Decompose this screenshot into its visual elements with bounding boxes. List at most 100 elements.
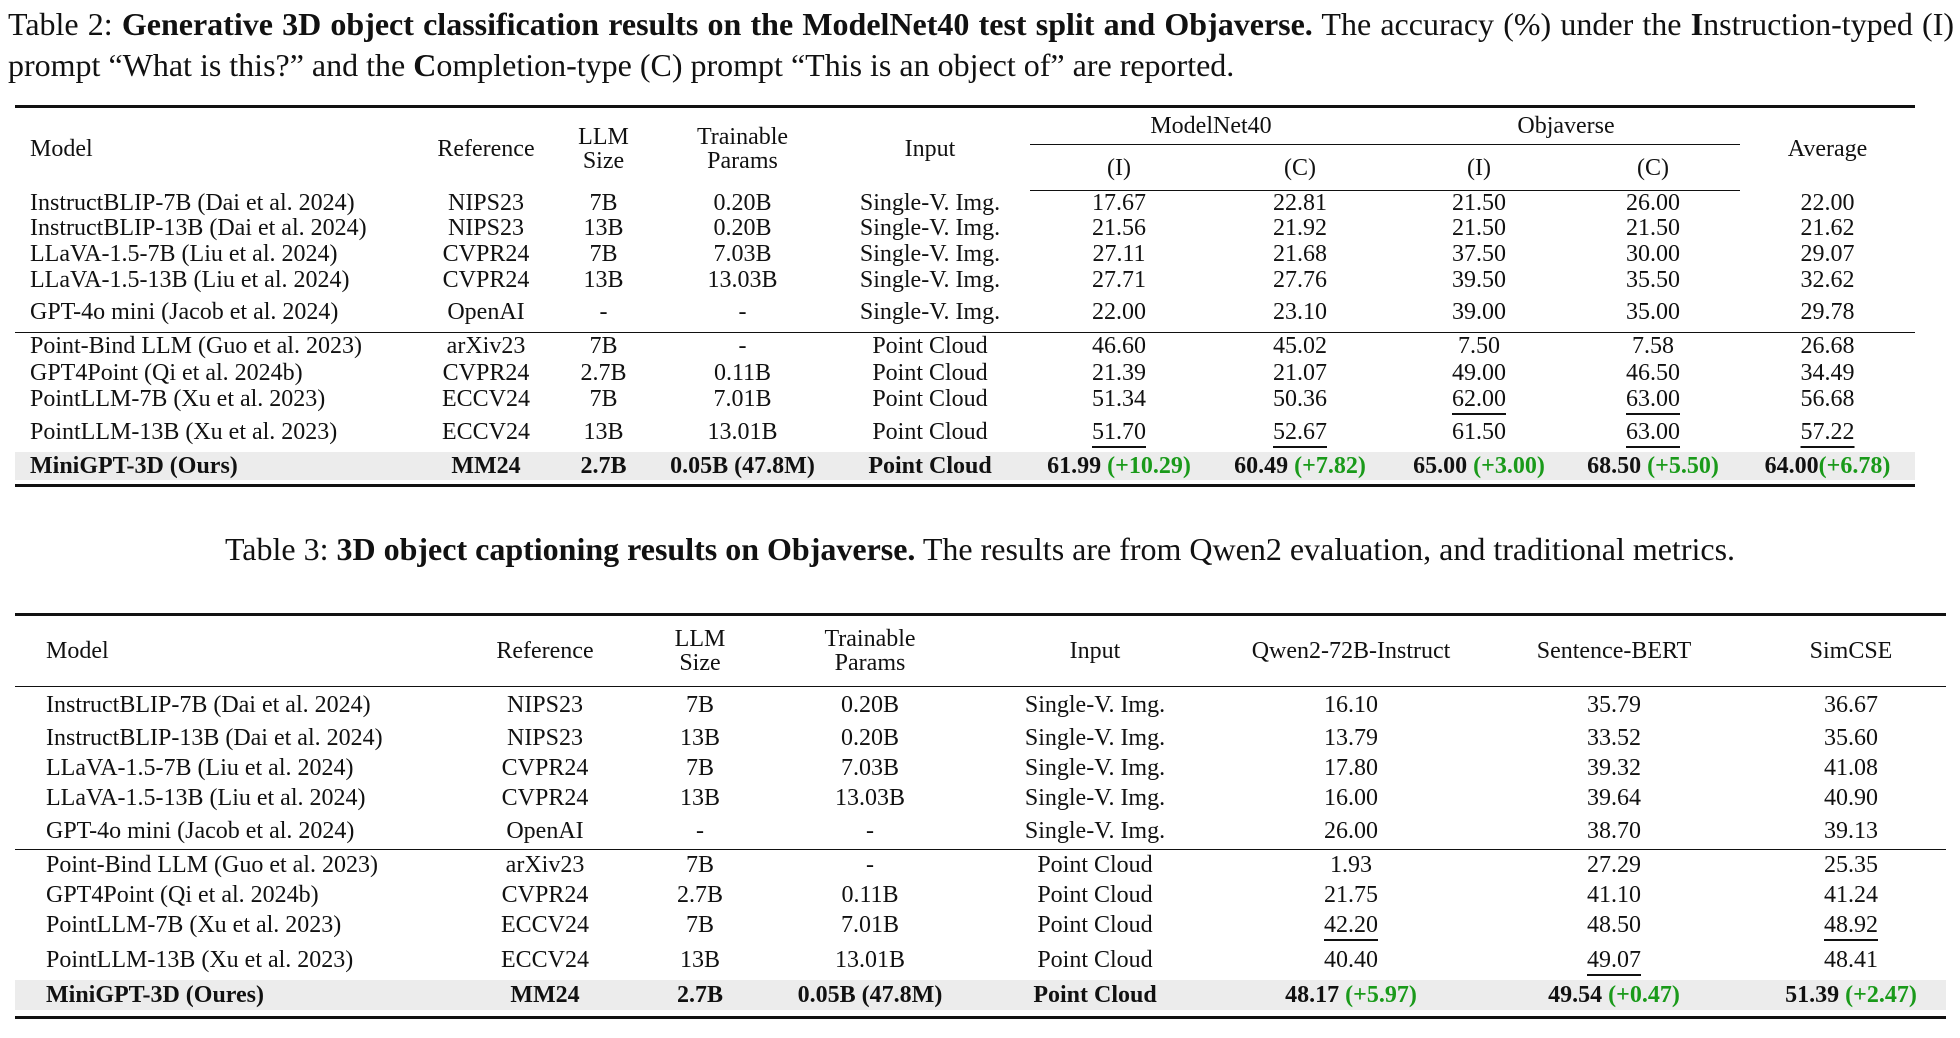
header-prompt-type: (I) bbox=[1392, 144, 1566, 191]
header-metric: Sentence-BERT bbox=[1472, 614, 1756, 687]
cell-value: 51.39 (+2.47) bbox=[1756, 979, 1946, 1010]
header-input: Input bbox=[904, 136, 956, 163]
cell-llm-size: 7B bbox=[685, 691, 714, 718]
value-text: 68.50 bbox=[1587, 453, 1642, 479]
cell-reference: CVPR24 bbox=[501, 754, 589, 781]
cell-llm-size: 7B bbox=[589, 241, 618, 267]
value-text: 42.20 bbox=[1324, 911, 1378, 938]
cell-model: GPT-4o mini (Jacob et al. 2024) bbox=[15, 812, 470, 850]
value-text: 63.00 bbox=[1626, 386, 1680, 412]
cell-value: 35.00 bbox=[1566, 293, 1741, 333]
value-text: 60.49 bbox=[1234, 453, 1289, 479]
cell-value: 27.71 bbox=[1030, 267, 1208, 293]
cell-model: GPT4Point (Qi et al. 2024b) bbox=[30, 360, 303, 386]
cell-params: 0.11B bbox=[841, 881, 899, 908]
cell-model: LLaVA-1.5-7B (Liu et al. 2024) bbox=[30, 241, 338, 267]
value-text: 1.93 bbox=[1330, 851, 1372, 878]
cell-reference: arXiv23 bbox=[505, 851, 585, 878]
cell-value: 35.79 bbox=[1472, 687, 1756, 723]
cell-llm-size: 2.7B bbox=[580, 360, 627, 386]
cell-reference: MM24 bbox=[420, 452, 552, 480]
improvement-delta: (+3.00) bbox=[1467, 453, 1545, 479]
table-row: InstructBLIP-13B (Dai et al. 2024) NIPS23… bbox=[15, 215, 1915, 241]
cell-value: 22.00 bbox=[1740, 191, 1915, 216]
cell-params: - bbox=[780, 812, 960, 850]
caption-segment: Generative 3D object classification resu… bbox=[121, 6, 1313, 42]
caption-segment: I bbox=[1690, 6, 1704, 42]
cell-params: 13.01B bbox=[834, 946, 905, 973]
cell-value: 41.10 bbox=[1472, 880, 1756, 910]
value-text: 46.50 bbox=[1626, 360, 1680, 386]
cell-value: 63.00 bbox=[1566, 412, 1740, 452]
header-modelnet40: ModelNet40 bbox=[1030, 106, 1392, 145]
cell-value: 25.35 bbox=[1756, 850, 1946, 880]
value-text: 39.32 bbox=[1587, 754, 1641, 781]
cell-llm-size: 2.7B bbox=[620, 979, 780, 1010]
cell-llm-size: 7B bbox=[589, 333, 618, 360]
cell-value: 46.60 bbox=[1030, 332, 1208, 360]
value-text: 21.39 bbox=[1092, 360, 1146, 386]
cell-input: Point Cloud bbox=[872, 419, 988, 445]
value-text: 21.50 bbox=[1626, 215, 1680, 241]
value-text: 32.62 bbox=[1800, 267, 1855, 293]
cell-value: 21.68 bbox=[1208, 241, 1392, 267]
cell-value: 27.29 bbox=[1472, 850, 1756, 880]
value-text: 21.50 bbox=[1452, 215, 1506, 241]
cell-value: 52.67 bbox=[1208, 412, 1392, 452]
table-row: PointLLM-13B (Xu et al. 2023) ECCV24 13B 13… bbox=[15, 412, 1915, 452]
value-text: 22.00 bbox=[1800, 189, 1855, 216]
cell-value: 57.22 bbox=[1740, 412, 1915, 452]
table-row: GPT4Point (Qi et al. 2024b) CVPR24 2.7B 0.1… bbox=[15, 360, 1915, 386]
cell-model: LLaVA-1.5-13B (Liu et al. 2024) bbox=[46, 784, 366, 811]
cell-value: 13.79 bbox=[1230, 723, 1472, 753]
cell-value: 27.76 bbox=[1208, 267, 1392, 293]
cell-value: 51.70 bbox=[1030, 412, 1208, 452]
value-text: 51.70 bbox=[1092, 419, 1146, 445]
cell-model: PointLLM-7B (Xu et al. 2023) bbox=[46, 911, 342, 938]
cell-params: 7.01B bbox=[840, 911, 899, 938]
cell-model: Point-Bind LLM (Guo et al. 2023) bbox=[30, 333, 362, 360]
cell-value: 49.54 (+0.47) bbox=[1472, 979, 1756, 1010]
table-row: GPT-4o mini (Jacob et al. 2024) OpenAI - - S… bbox=[15, 812, 1946, 850]
value-text: 64.00 bbox=[1764, 453, 1819, 479]
cell-input: Single-V. Img. bbox=[1024, 784, 1166, 811]
cell-model: PointLLM-13B (Xu et al. 2023) bbox=[30, 419, 338, 445]
table3-captioning: Model Reference LLM Size Trainable Param… bbox=[15, 613, 1946, 1019]
cell-value: 7.50 bbox=[1392, 332, 1566, 360]
cell-value: 51.34 bbox=[1030, 386, 1208, 412]
table-row: Point-Bind LLM (Guo et al. 2023) arXiv23 7… bbox=[15, 850, 1946, 880]
cell-llm-size: 13B bbox=[679, 724, 720, 751]
caption-segment: The accuracy (%) under the bbox=[1312, 6, 1691, 42]
header-prompt-type: (C) bbox=[1566, 144, 1741, 191]
value-text: 45.02 bbox=[1273, 333, 1327, 360]
cell-params: 0.20B bbox=[713, 189, 772, 216]
improvement-delta: (+0.47) bbox=[1602, 981, 1680, 1008]
cell-model: InstructBLIP-7B (Dai et al. 2024) bbox=[30, 189, 355, 216]
cell-value: 50.36 bbox=[1208, 386, 1392, 412]
value-text: 62.00 bbox=[1452, 386, 1506, 412]
cell-value: 64.00(+6.78) bbox=[1740, 452, 1916, 480]
cell-llm-size: 7B bbox=[589, 189, 618, 216]
value-text: 35.79 bbox=[1587, 691, 1641, 718]
cell-llm-size: 13B bbox=[679, 784, 720, 811]
cell-value: 41.24 bbox=[1756, 880, 1946, 910]
table-row: LLaVA-1.5-7B (Liu et al. 2024) CVPR24 7B 7.… bbox=[15, 753, 1946, 783]
cell-reference: CVPR24 bbox=[442, 360, 530, 386]
cell-value: 21.50 bbox=[1566, 215, 1740, 241]
value-text: 21.62 bbox=[1800, 215, 1855, 241]
value-text: 48.17 bbox=[1285, 981, 1340, 1008]
cell-reference: OpenAI bbox=[470, 812, 620, 850]
cell-llm-size: 2.7B bbox=[552, 452, 655, 480]
cell-value: 33.52 bbox=[1472, 723, 1756, 753]
value-text: 22.00 bbox=[1092, 299, 1146, 326]
cell-value: 21.07 bbox=[1208, 360, 1392, 386]
cell-reference: CVPR24 bbox=[501, 881, 589, 908]
cell-input: Single-V. Img. bbox=[960, 812, 1230, 850]
value-text: 7.50 bbox=[1458, 333, 1500, 360]
value-text: 39.64 bbox=[1587, 784, 1641, 811]
value-text: 16.00 bbox=[1324, 784, 1378, 811]
cell-model: InstructBLIP-7B (Dai et al. 2024) bbox=[46, 691, 371, 718]
table-row: GPT4Point (Qi et al. 2024b) CVPR24 2.7B 0.1… bbox=[15, 880, 1946, 910]
cell-input: Single-V. Img. bbox=[1024, 754, 1166, 781]
header-average: Average bbox=[1787, 136, 1868, 163]
